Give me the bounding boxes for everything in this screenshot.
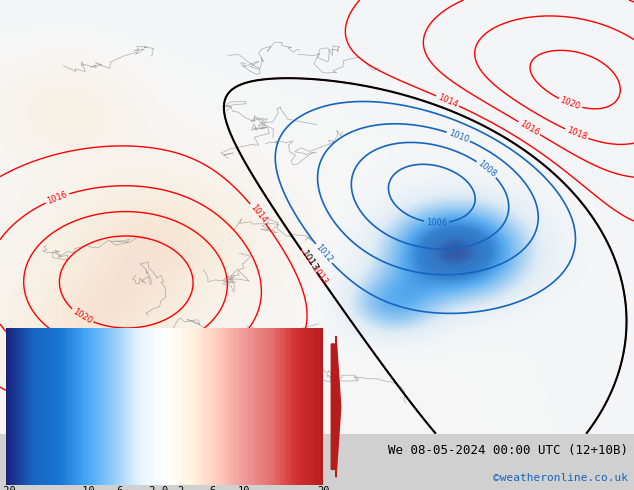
Text: 1020: 1020	[559, 96, 582, 112]
Text: 1010: 1010	[447, 128, 470, 145]
Text: 1013: 1013	[309, 264, 328, 287]
Text: We 08-05-2024 00:00 UTC (12+10B): We 08-05-2024 00:00 UTC (12+10B)	[387, 444, 628, 457]
Text: 1020: 1020	[71, 307, 93, 326]
Text: 1006: 1006	[426, 218, 447, 227]
Text: 1014: 1014	[248, 203, 268, 225]
Text: ©weatheronline.co.uk: ©weatheronline.co.uk	[493, 472, 628, 483]
Text: 1016: 1016	[518, 119, 541, 138]
FancyArrow shape	[331, 336, 340, 477]
Text: 1018: 1018	[565, 126, 588, 142]
Text: 1008: 1008	[476, 159, 498, 179]
Text: 1016: 1016	[46, 190, 69, 206]
Text: 1012: 1012	[313, 243, 334, 265]
Text: 1018: 1018	[129, 346, 151, 357]
Text: 1013: 1013	[299, 249, 320, 273]
Text: SLP tendency [hPa] ECMWF: SLP tendency [hPa] ECMWF	[6, 444, 186, 457]
Text: 1014: 1014	[436, 93, 459, 109]
